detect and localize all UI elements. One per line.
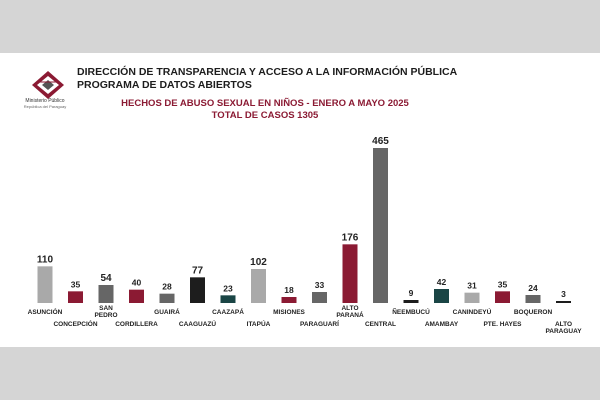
bar (281, 297, 297, 303)
bar (495, 291, 510, 303)
chart-title: HECHOS DE ABUSO SEXUAL EN NIÑOS - ENERO … (121, 98, 409, 109)
category-label: CORDILLERA (115, 321, 158, 328)
bar-value-label: 40 (132, 278, 142, 288)
bar (403, 300, 419, 303)
header-line-1: DIRECCIÓN DE TRANSPARENCIA Y ACCESO A LA… (77, 66, 458, 78)
category-label: PEDRO (94, 312, 117, 319)
bar-value-label: 42 (437, 277, 447, 287)
category-label: PARAGUARÍ (300, 319, 339, 328)
bar-value-label: 102 (250, 257, 267, 268)
bar-value-label: 54 (100, 273, 112, 284)
bar (190, 277, 205, 303)
bar (98, 285, 114, 303)
bar-value-label: 110 (37, 254, 54, 265)
bar (434, 289, 449, 303)
chart-total: TOTAL DE CASOS 1305 (211, 110, 319, 121)
bar-value-label: 28 (162, 282, 172, 292)
logo-name: Ministerio Público (25, 98, 65, 104)
bar (312, 292, 327, 303)
header-line-2: PROGRAMA DE DATOS ABIERTOS (77, 79, 252, 91)
category-label: ALTO (555, 321, 572, 328)
bar-value-label: 23 (223, 283, 233, 293)
bar (37, 266, 53, 303)
category-label: ALTO (341, 305, 358, 312)
category-label: ÑEEMBUCÚ (392, 307, 430, 316)
category-label: PTE. HAYES (483, 321, 522, 328)
category-label: CENTRAL (365, 321, 396, 328)
bar-value-label: 465 (372, 136, 389, 147)
bar (251, 269, 266, 303)
bar-value-label: 24 (528, 283, 538, 293)
category-label: CONCEPCIÓN (53, 319, 97, 328)
bar (525, 295, 541, 303)
category-label: CAAZAPÁ (212, 307, 244, 316)
category-label: CANINDEYÚ (453, 307, 492, 316)
bar (373, 148, 388, 303)
bar (464, 292, 480, 303)
bar (129, 289, 144, 303)
chart-card: Ministerio Público República del Paragua… (0, 53, 600, 347)
bar (159, 293, 175, 303)
bar (220, 295, 236, 303)
bar-value-label: 35 (498, 279, 508, 289)
category-label: BOQUERON (514, 309, 553, 316)
bar (68, 291, 83, 303)
bar (342, 244, 358, 303)
category-label: CAAGUAZÚ (179, 319, 216, 328)
category-label: MISIONES (273, 309, 305, 316)
ministerio-publico-logo (32, 71, 64, 99)
bar-value-label: 33 (315, 280, 325, 290)
category-label: AMAMBAY (425, 321, 459, 328)
bar-value-label: 176 (342, 232, 359, 243)
category-label: ASUNCIÓN (28, 307, 63, 316)
bar-value-label: 3 (561, 289, 566, 299)
bar-value-label: 35 (71, 279, 81, 289)
category-label: ITAPÚA (247, 319, 271, 328)
bar-value-label: 31 (467, 281, 477, 291)
bar (556, 301, 571, 303)
category-label: SAN (99, 305, 113, 312)
bar-value-label: 77 (192, 265, 204, 276)
category-label: GUAIRÁ (154, 307, 180, 316)
bar-value-label: 18 (284, 285, 294, 295)
logo-subtext: República del Paraguay (23, 104, 67, 109)
category-label: PARANÁ (336, 310, 364, 319)
bar-value-label: 9 (409, 288, 414, 298)
category-label: PARAGUAY (545, 328, 582, 335)
